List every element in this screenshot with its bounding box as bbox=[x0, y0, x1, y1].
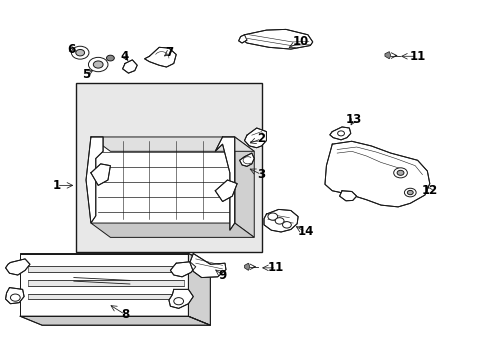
Polygon shape bbox=[189, 253, 225, 278]
Text: 12: 12 bbox=[421, 184, 437, 197]
Polygon shape bbox=[188, 253, 210, 325]
Circle shape bbox=[106, 55, 114, 61]
Polygon shape bbox=[239, 153, 254, 166]
Polygon shape bbox=[242, 30, 312, 49]
Circle shape bbox=[275, 218, 284, 224]
FancyBboxPatch shape bbox=[76, 83, 261, 252]
Polygon shape bbox=[20, 316, 210, 325]
Circle shape bbox=[337, 131, 344, 136]
Circle shape bbox=[88, 57, 108, 72]
Polygon shape bbox=[91, 223, 254, 237]
Text: 3: 3 bbox=[257, 168, 265, 181]
Polygon shape bbox=[384, 51, 390, 59]
Circle shape bbox=[396, 170, 403, 175]
Text: 1: 1 bbox=[53, 179, 61, 192]
Polygon shape bbox=[91, 137, 254, 151]
Text: 11: 11 bbox=[408, 50, 425, 63]
Text: 9: 9 bbox=[218, 269, 226, 282]
Text: 14: 14 bbox=[297, 225, 313, 238]
Circle shape bbox=[71, 46, 89, 59]
Polygon shape bbox=[244, 128, 266, 148]
Polygon shape bbox=[27, 280, 183, 286]
Polygon shape bbox=[329, 127, 350, 140]
Text: 7: 7 bbox=[164, 46, 173, 59]
Text: 6: 6 bbox=[67, 42, 75, 55]
Polygon shape bbox=[27, 294, 183, 300]
Polygon shape bbox=[264, 210, 298, 232]
Polygon shape bbox=[215, 137, 234, 230]
Circle shape bbox=[282, 222, 291, 228]
Circle shape bbox=[93, 61, 103, 68]
Polygon shape bbox=[91, 164, 110, 185]
Polygon shape bbox=[168, 289, 193, 309]
Circle shape bbox=[76, 49, 84, 56]
Circle shape bbox=[267, 213, 277, 220]
Text: 13: 13 bbox=[346, 113, 362, 126]
Polygon shape bbox=[325, 141, 429, 207]
Polygon shape bbox=[5, 259, 30, 275]
Polygon shape bbox=[170, 262, 195, 277]
Polygon shape bbox=[234, 137, 254, 237]
Polygon shape bbox=[91, 137, 234, 223]
Circle shape bbox=[393, 168, 407, 178]
Circle shape bbox=[404, 188, 415, 197]
Polygon shape bbox=[238, 35, 246, 43]
Polygon shape bbox=[244, 263, 249, 270]
Polygon shape bbox=[122, 60, 137, 73]
Polygon shape bbox=[20, 253, 188, 316]
Circle shape bbox=[10, 294, 20, 301]
Circle shape bbox=[407, 190, 412, 195]
Text: 2: 2 bbox=[257, 132, 265, 145]
Polygon shape bbox=[20, 253, 210, 264]
Circle shape bbox=[173, 298, 183, 305]
Polygon shape bbox=[86, 137, 103, 223]
Polygon shape bbox=[27, 266, 183, 272]
Text: 8: 8 bbox=[121, 308, 129, 321]
Text: 11: 11 bbox=[267, 261, 284, 274]
Polygon shape bbox=[215, 180, 237, 202]
Polygon shape bbox=[339, 191, 356, 201]
Polygon shape bbox=[144, 47, 176, 67]
Text: 10: 10 bbox=[292, 35, 308, 49]
Polygon shape bbox=[5, 288, 24, 304]
Text: 4: 4 bbox=[121, 50, 129, 63]
Text: 5: 5 bbox=[81, 68, 90, 81]
